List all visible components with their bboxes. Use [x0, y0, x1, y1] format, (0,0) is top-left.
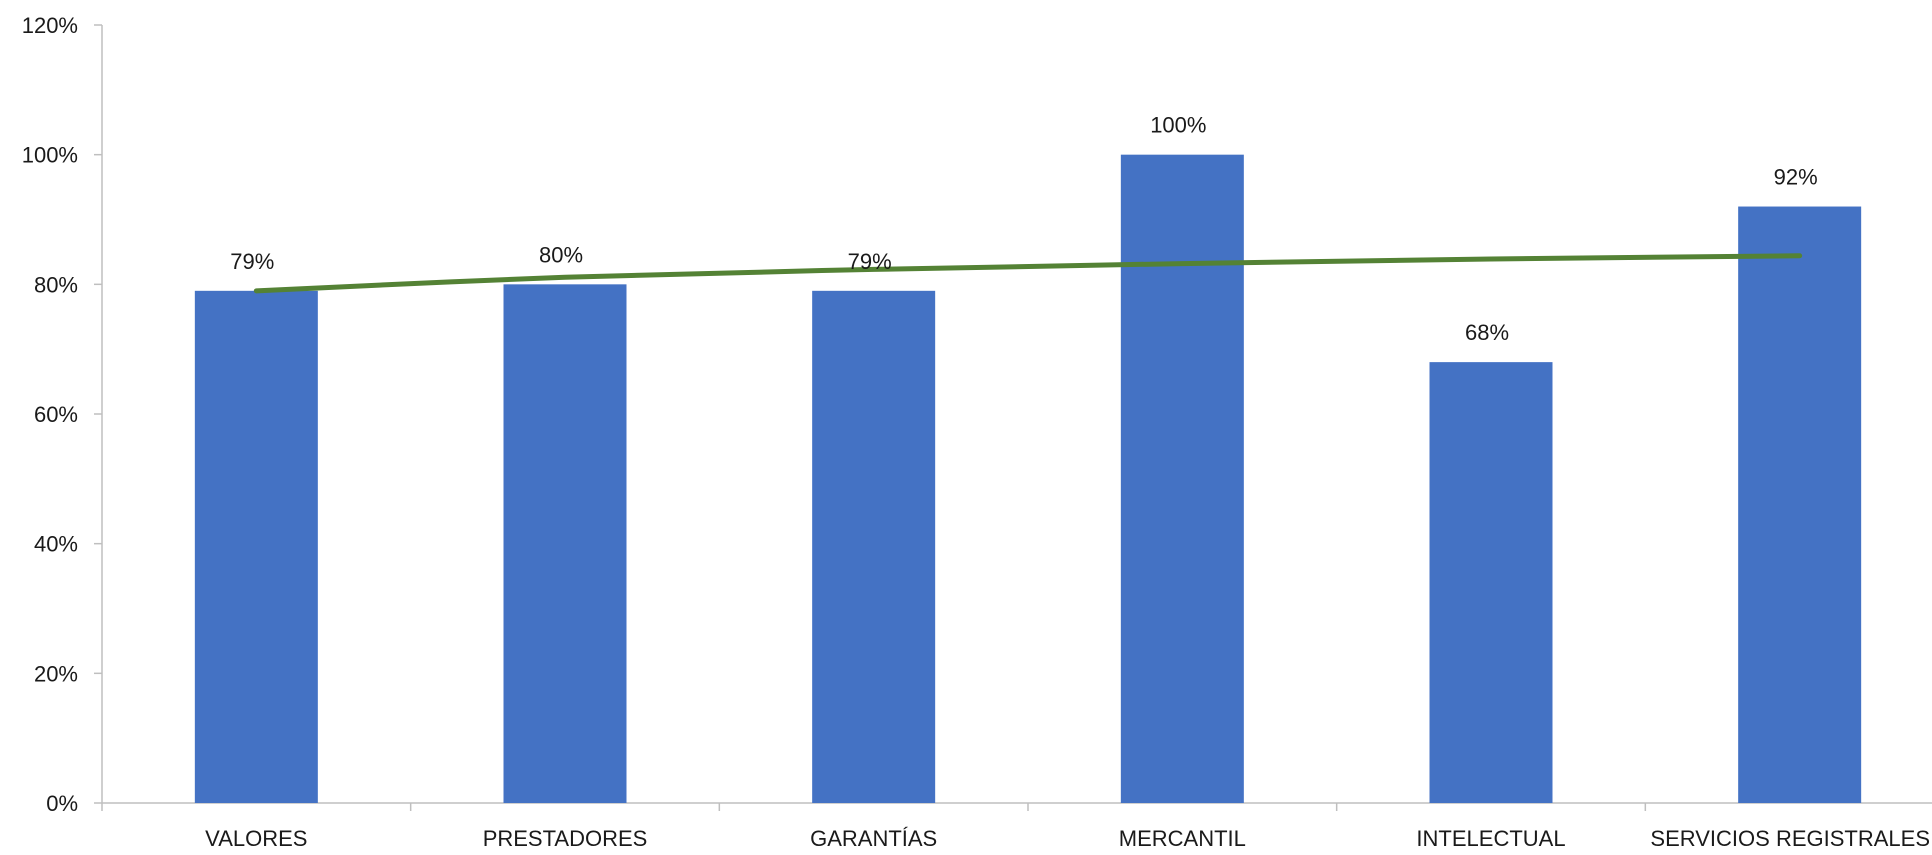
x-tick-label: SERVICIOS REGISTRALES	[1650, 826, 1930, 850]
data-label: 79%	[848, 249, 892, 274]
bar	[812, 290, 936, 804]
x-tick-label: INTELECTUAL	[1416, 826, 1565, 850]
bar	[503, 284, 627, 803]
bar	[1429, 362, 1553, 803]
x-tick-label: MERCANTIL	[1119, 826, 1246, 850]
y-tick-label: 100%	[22, 143, 78, 168]
x-tick-label: GARANTÍAS	[810, 826, 937, 850]
x-tick-label: VALORES	[205, 826, 307, 850]
y-tick-label: 20%	[34, 661, 78, 686]
y-tick-label: 0%	[46, 791, 78, 816]
data-label: 68%	[1465, 320, 1509, 345]
labels: 0% 20% 40% 60% 80% 100% 120% 79% 80% 79% 100% 68% 92…	[22, 13, 1930, 851]
y-tick-label: 80%	[34, 272, 78, 297]
data-label: 92%	[1774, 165, 1818, 190]
data-label: 100%	[1150, 113, 1206, 138]
trendline	[253, 253, 1803, 294]
axes	[94, 24, 1932, 811]
bars	[194, 154, 1862, 804]
y-tick-label: 40%	[34, 532, 78, 557]
bar	[1120, 154, 1244, 803]
bar	[1738, 206, 1862, 804]
x-tick-label: PRESTADORES	[483, 826, 648, 850]
trendline-group	[253, 253, 1803, 294]
y-tick-label: 60%	[34, 402, 78, 427]
data-label: 79%	[230, 249, 274, 274]
data-label: 80%	[539, 242, 583, 267]
y-tick-label: 120%	[22, 13, 78, 38]
bar	[194, 290, 318, 804]
